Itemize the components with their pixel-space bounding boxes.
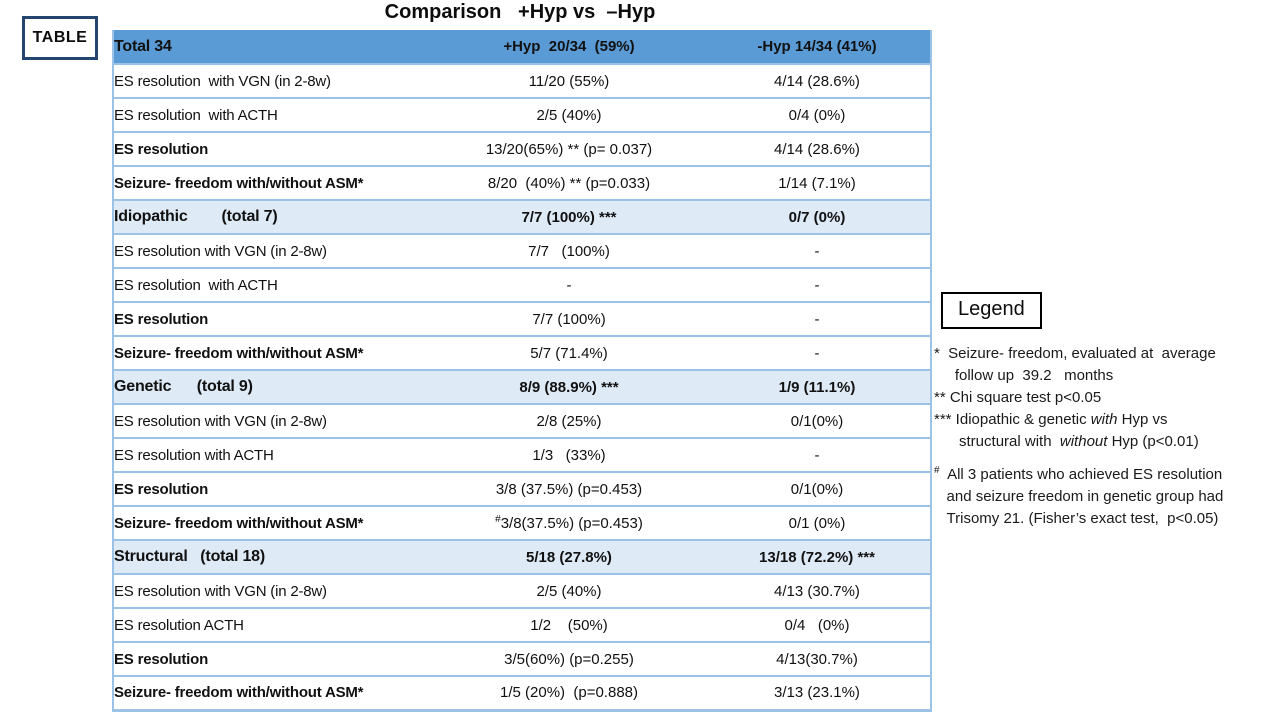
table-row-boldlabel: Seizure- freedom with/without ASM* #3/8(3… [113,506,931,541]
row-label: Seizure- freedom with/without ASM* [113,506,434,541]
legend-note: * Seizure- freedom, evaluated at average… [934,345,1216,384]
row-label: ES resolution [113,642,434,677]
hyp-neg-value: - [704,234,931,269]
hyp-neg-value: 4/14 (28.6%) [704,64,931,99]
hyp-neg-value: 4/13 (30.7%) [704,574,931,609]
hyp-neg-value: 4/14 (28.6%) [704,132,931,167]
table-row-boldlabel: ES resolution 3/5(60%) (p=0.255) 4/13(30.7… [113,642,931,677]
hyp-pos-value: 3/5(60%) (p=0.255) [434,642,704,677]
hyp-neg-value: 0/1 (0%) [704,506,931,541]
table-badge-label: TABLE [32,29,88,46]
table-row-boldlabel: Seizure- freedom with/without ASM* 8/20 (… [113,166,931,201]
hyp-pos-value: 7/7 (100%) *** [434,200,704,235]
hyp-pos-value: #3/8(37.5%) (p=0.453) [434,506,704,541]
table-row-band: Idiopathic (total 7) 7/7 (100%) *** 0/7 (0… [113,200,931,235]
row-label: ES resolution with VGN (in 2-8w) [113,404,434,439]
row-label: Genetic (total 9) [113,370,434,405]
hyp-pos-value: 5/7 (71.4%) [434,336,704,371]
row-label: ES resolution with ACTH [113,438,434,473]
hyp-neg-value: 1/14 (7.1%) [704,166,931,201]
row-label: ES resolution with ACTH [113,98,434,133]
table-row-band: Genetic (total 9) 8/9 (88.9%) *** 1/9 (11.… [113,370,931,405]
hyp-neg-value: - [704,336,931,371]
table-row-normal: ES resolution with ACTH 2/5 (40%) 0/4 (0%) [113,98,931,133]
row-label: Total 34 [113,30,434,65]
row-label: Structural (total 18) [113,540,434,575]
hyp-neg-value: - [704,438,931,473]
table-row-boldlabel: Seizure- freedom with/without ASM* 5/7 (7… [113,336,931,371]
row-label: ES resolution ACTH [113,608,434,643]
hyp-neg-value: 0/1(0%) [704,404,931,439]
legend-note: *** Idiopathic & genetic with Hyp vs str… [934,411,1199,450]
row-label: Seizure- freedom with/without ASM* [113,676,434,711]
hyp-neg-value: - [704,268,931,303]
table-row-normal: ES resolution with VGN (in 2-8w) 11/20 (5… [113,64,931,99]
hash-superscript: # [495,513,501,525]
table-row-normal: ES resolution with ACTH - - [113,268,931,303]
hyp-neg-value: -Hyp 14/34 (41%) [704,30,931,65]
hyp-pos-value: 2/8 (25%) [434,404,704,439]
table-row-boldlabel: Seizure- freedom with/without ASM* 1/5 (2… [113,676,931,711]
table-row-header: Total 34 +Hyp 20/34 (59%) -Hyp 14/34 (41%) [113,30,931,65]
table-row-normal: ES resolution with VGN (in 2-8w) 2/8 (25%… [113,404,931,439]
legend-box-label: Legend [958,298,1025,320]
legend-notes: * Seizure- freedom, evaluated at average… [934,343,1280,530]
table-row-normal: ES resolution with ACTH 1/3 (33%) - [113,438,931,473]
hyp-neg-value: 0/7 (0%) [704,200,931,235]
table-row-normal: ES resolution ACTH 1/2 (50%) 0/4 (0%) [113,608,931,643]
row-label: ES resolution with VGN (in 2-8w) [113,574,434,609]
hyp-pos-value: 1/5 (20%) (p=0.888) [434,676,704,711]
row-label: ES resolution [113,302,434,337]
hyp-neg-value: 1/9 (11.1%) [704,370,931,405]
table-row-boldlabel: ES resolution 7/7 (100%) - [113,302,931,337]
row-label: ES resolution [113,132,434,167]
table-row-band: Structural (total 18) 5/18 (27.8%) 13/18 (… [113,540,931,575]
hyp-pos-value: 5/18 (27.8%) [434,540,704,575]
hyp-pos-value: +Hyp 20/34 (59%) [434,30,704,65]
hyp-pos-value: 13/20(65%) ** (p= 0.037) [434,132,704,167]
hyp-pos-value: 1/3 (33%) [434,438,704,473]
hyp-neg-value: - [704,302,931,337]
hyp-pos-value: 8/9 (88.9%) *** [434,370,704,405]
hyp-pos-value: 8/20 (40%) ** (p=0.033) [434,166,704,201]
hyp-pos-value: 7/7 (100%) [434,234,704,269]
hyp-neg-value: 13/18 (72.2%) *** [704,540,931,575]
page-title: Comparison +Hyp vs –Hyp [384,1,656,23]
hyp-pos-value: 7/7 (100%) [434,302,704,337]
row-label: ES resolution with VGN (in 2-8w) [113,64,434,99]
hyp-neg-value: 0/4 (0%) [704,98,931,133]
table-row-normal: ES resolution with VGN (in 2-8w) 2/5 (40%… [113,574,931,609]
comparison-table-body: Total 34 +Hyp 20/34 (59%) -Hyp 14/34 (41%)… [113,30,931,711]
table-row-boldlabel: ES resolution 3/8 (37.5%) (p=0.453) 0/1(0%… [113,472,931,507]
row-label: Idiopathic (total 7) [113,200,434,235]
hyp-pos-value: 1/2 (50%) [434,608,704,643]
row-label: Seizure- freedom with/without ASM* [113,166,434,201]
legend-note: # All 3 patients who achieved ES resolut… [934,465,1224,528]
hyp-neg-value: 3/13 (23.1%) [704,676,931,711]
hyp-pos-value: - [434,268,704,303]
table-row-boldlabel: ES resolution 13/20(65%) ** (p= 0.037) 4/1… [113,132,931,167]
legend-note: ** Chi square test p<0.05 [934,389,1102,406]
comparison-table: Total 34 +Hyp 20/34 (59%) -Hyp 14/34 (41%)… [112,30,932,712]
hyp-neg-value: 0/4 (0%) [704,608,931,643]
hyp-neg-value: 4/13(30.7%) [704,642,931,677]
hyp-pos-value: 2/5 (40%) [434,574,704,609]
row-label: ES resolution with VGN (in 2-8w) [113,234,434,269]
table-badge: TABLE [22,16,98,60]
hyp-pos-value: 3/8 (37.5%) (p=0.453) [434,472,704,507]
hyp-neg-value: 0/1(0%) [704,472,931,507]
hyp-pos-value: 11/20 (55%) [434,64,704,99]
row-label: Seizure- freedom with/without ASM* [113,336,434,371]
legend-box: Legend [941,292,1042,329]
row-label: ES resolution with ACTH [113,268,434,303]
hyp-pos-value: 2/5 (40%) [434,98,704,133]
row-label: ES resolution [113,472,434,507]
table-row-normal: ES resolution with VGN (in 2-8w) 7/7 (100… [113,234,931,269]
